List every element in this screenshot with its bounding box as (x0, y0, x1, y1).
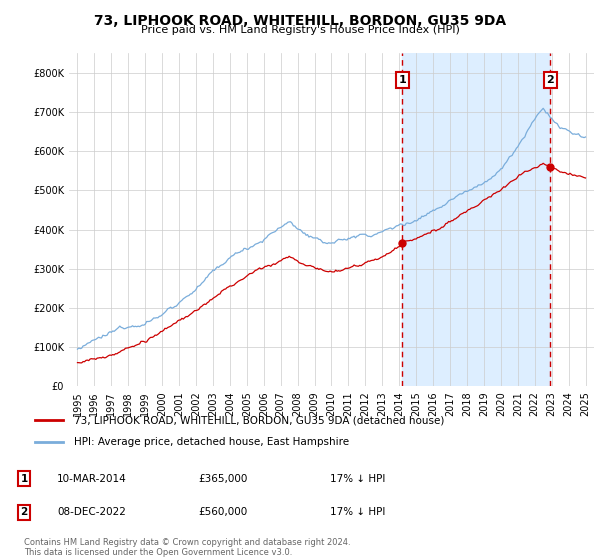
Text: 1: 1 (398, 75, 406, 85)
Bar (403, 53, 550, 386)
Text: 1: 1 (20, 474, 28, 484)
Text: £560,000: £560,000 (198, 507, 247, 517)
Text: Contains HM Land Registry data © Crown copyright and database right 2024.
This d: Contains HM Land Registry data © Crown c… (24, 538, 350, 557)
Text: 2: 2 (20, 507, 28, 517)
Text: 2: 2 (547, 75, 554, 85)
Text: 73, LIPHOOK ROAD, WHITEHILL, BORDON, GU35 9DA: 73, LIPHOOK ROAD, WHITEHILL, BORDON, GU3… (94, 14, 506, 28)
Text: 10-MAR-2014: 10-MAR-2014 (57, 474, 127, 484)
Text: 17% ↓ HPI: 17% ↓ HPI (330, 474, 385, 484)
Text: Price paid vs. HM Land Registry's House Price Index (HPI): Price paid vs. HM Land Registry's House … (140, 25, 460, 35)
Text: 17% ↓ HPI: 17% ↓ HPI (330, 507, 385, 517)
Text: 08-DEC-2022: 08-DEC-2022 (57, 507, 126, 517)
Text: £365,000: £365,000 (198, 474, 247, 484)
Text: HPI: Average price, detached house, East Hampshire: HPI: Average price, detached house, East… (74, 437, 349, 447)
Text: 73, LIPHOOK ROAD, WHITEHILL, BORDON, GU35 9DA (detached house): 73, LIPHOOK ROAD, WHITEHILL, BORDON, GU3… (74, 415, 444, 425)
